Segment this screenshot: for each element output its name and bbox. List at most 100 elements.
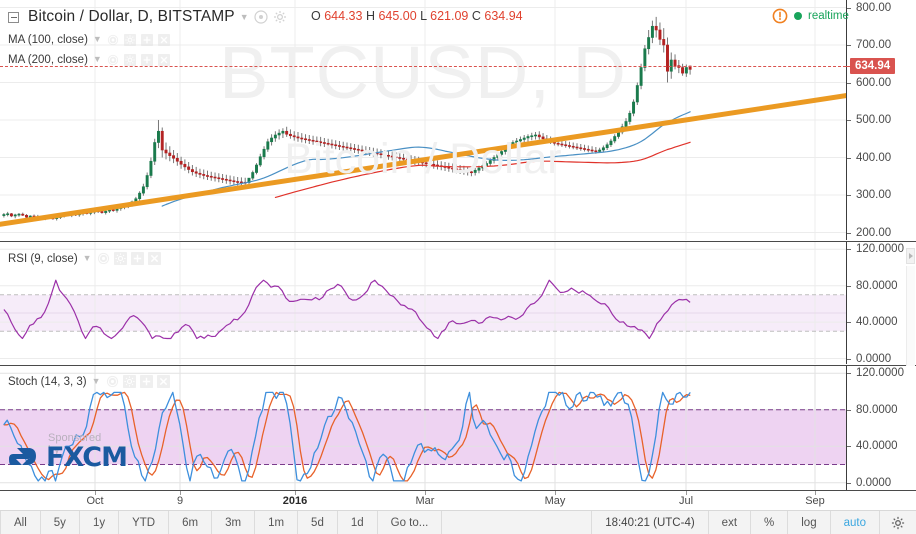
- price-axis-label: 800.00: [856, 1, 892, 14]
- ohlc-open-label: O: [311, 9, 321, 23]
- price-axis-label: 200.00: [856, 226, 892, 239]
- rsi-axis-label: 80.0000: [856, 279, 898, 292]
- plus-icon[interactable]: [139, 375, 153, 388]
- symbol-title[interactable]: Bitcoin / Dollar, D, BITSTAMP: [28, 8, 235, 25]
- pane-separator-rsi: [0, 241, 916, 242]
- collapse-pane-icon[interactable]: [8, 11, 19, 23]
- chevron-down-icon[interactable]: ▼: [91, 376, 101, 386]
- ohlc-high-value: 645.00: [378, 9, 417, 23]
- realtime-status[interactable]: realtime: [772, 8, 849, 24]
- gear-icon[interactable]: [124, 53, 137, 66]
- axis-tick: [846, 195, 851, 196]
- stoch-axis-label: 120.0000: [856, 367, 904, 380]
- date-axis-label: Oct: [86, 495, 104, 507]
- date-axis-border: [0, 490, 916, 491]
- range-button-1d[interactable]: 1d: [338, 511, 378, 534]
- range-button-5y[interactable]: 5y: [41, 511, 80, 534]
- study-legend-ma100[interactable]: MA (100, close) ▼: [8, 33, 171, 46]
- last-price-badge[interactable]: 634.94: [850, 58, 896, 74]
- axis-tick: [846, 322, 851, 324]
- price-axis-label: 600.00: [856, 76, 892, 89]
- go-to-button[interactable]: Go to...: [378, 511, 443, 534]
- close-icon[interactable]: [156, 375, 170, 388]
- chevron-down-icon[interactable]: ▼: [239, 11, 249, 22]
- plus-icon[interactable]: [141, 53, 154, 66]
- last-price-line-lead: [846, 66, 851, 67]
- axis-tick: [846, 358, 851, 360]
- settings-button[interactable]: [880, 511, 916, 534]
- ext-toggle[interactable]: ext: [709, 511, 752, 534]
- study-label[interactable]: MA (200, close): [8, 53, 88, 66]
- ohlc-close-value: 634.94: [484, 9, 523, 23]
- range-button-5d[interactable]: 5d: [298, 511, 338, 534]
- gear-icon[interactable]: [122, 375, 136, 388]
- vertical-scroll-track[interactable]: [906, 266, 915, 366]
- close-icon[interactable]: [147, 252, 161, 265]
- stoch-axis-divider: [846, 366, 847, 490]
- date-axis[interactable]: Oct 9 2016 Mar May Jul Sep: [0, 490, 916, 510]
- price-axis-label: 500.00: [856, 114, 892, 126]
- price-axis[interactable]: 800.00 700.00 600.00 500.00 400.00 300.00 200.…: [846, 0, 916, 240]
- study-legend-rsi[interactable]: RSI (9, close) ▼: [8, 252, 161, 265]
- axis-tick: [846, 157, 851, 159]
- pane-separator-stoch: [0, 365, 916, 366]
- study-label[interactable]: RSI (9, close): [8, 252, 78, 265]
- eye-icon[interactable]: [106, 375, 119, 388]
- rsi-plot: [0, 242, 846, 364]
- chevron-down-icon[interactable]: ▼: [92, 34, 102, 44]
- gear-icon[interactable]: [273, 10, 288, 25]
- range-button-ytd[interactable]: YTD: [119, 511, 170, 534]
- eye-icon[interactable]: [97, 252, 110, 265]
- range-button-1m[interactable]: 1m: [255, 511, 299, 534]
- ohlc-readout: O 644.33 H 645.00 L 621.09 C 634.94: [311, 9, 523, 23]
- scroll-right-button[interactable]: [906, 248, 915, 264]
- eye-icon[interactable]: [107, 33, 120, 46]
- percent-toggle[interactable]: %: [751, 511, 789, 534]
- auto-toggle[interactable]: auto: [831, 511, 880, 534]
- rsi-axis-divider: [846, 242, 847, 364]
- date-axis-label: Jul: [678, 495, 694, 507]
- axis-tick: [846, 7, 851, 9]
- chevron-down-icon[interactable]: ▼: [92, 54, 102, 64]
- realtime-label: realtime: [808, 10, 849, 22]
- ohlc-open-value: 644.33: [324, 9, 363, 23]
- range-button-3m[interactable]: 3m: [212, 511, 256, 534]
- axis-tick: [846, 82, 851, 84]
- gear-icon[interactable]: [113, 252, 127, 265]
- study-legend-ma200[interactable]: MA (200, close) ▼: [8, 53, 171, 66]
- eye-icon[interactable]: [107, 53, 120, 66]
- plus-icon[interactable]: [141, 33, 154, 46]
- log-toggle[interactable]: log: [788, 511, 831, 534]
- stoch-axis[interactable]: 120.0000 80.0000 40.0000 0.0000: [846, 366, 916, 490]
- range-button-6m[interactable]: 6m: [169, 511, 213, 534]
- range-button-1y[interactable]: 1y: [80, 511, 120, 534]
- ohlc-high-label: H: [365, 9, 375, 23]
- axis-tick: [846, 446, 851, 448]
- symbol-legend[interactable]: Bitcoin / Dollar, D, BITSTAMP ▼: [8, 8, 288, 26]
- eye-icon[interactable]: [254, 10, 269, 25]
- date-axis-label: 9: [176, 495, 184, 507]
- study-label[interactable]: Stoch (14, 3, 3): [8, 375, 87, 388]
- gear-icon[interactable]: [124, 33, 137, 46]
- date-tick: [425, 491, 426, 495]
- close-icon[interactable]: [158, 33, 171, 46]
- date-tick: [555, 491, 556, 495]
- bottom-toolbar: All 5y 1y YTD 6m 3m 1m 5d 1d Go to... 18:40:21 (U…: [0, 510, 916, 534]
- study-label[interactable]: MA (100, close): [8, 33, 88, 46]
- stoch-plot: [0, 366, 846, 490]
- study-legend-stoch[interactable]: Stoch (14, 3, 3) ▼: [8, 375, 170, 388]
- date-axis-label: May: [544, 495, 566, 507]
- close-icon[interactable]: [158, 53, 171, 66]
- date-tick: [686, 491, 687, 495]
- rsi-axis[interactable]: 120.0000 80.0000 40.0000 0.0000: [846, 242, 916, 365]
- warning-circle-icon[interactable]: [772, 8, 788, 24]
- price-plot: [0, 0, 846, 240]
- stoch-axis-label: 40.0000: [856, 440, 898, 453]
- range-button-all[interactable]: All: [0, 511, 41, 534]
- chevron-down-icon[interactable]: ▼: [82, 253, 92, 263]
- stoch-pane: [0, 366, 846, 490]
- axis-tick: [846, 482, 851, 484]
- price-axis-label: 400.00: [856, 151, 892, 164]
- date-axis-label: Sep: [805, 495, 825, 507]
- plus-icon[interactable]: [130, 252, 144, 265]
